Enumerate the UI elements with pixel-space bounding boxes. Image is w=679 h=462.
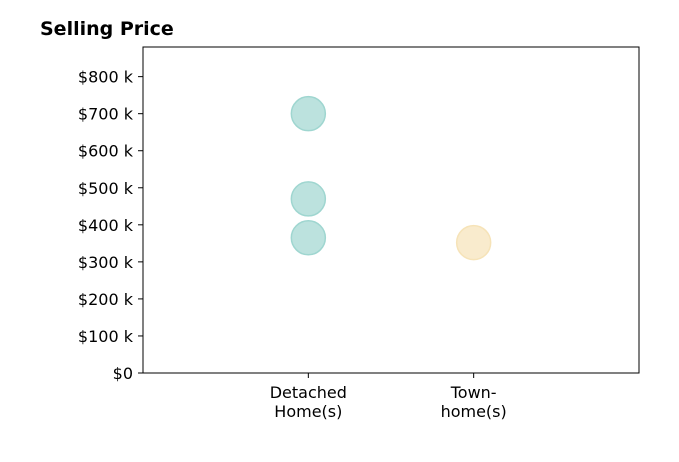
y-tick-label: $800 k — [78, 68, 134, 87]
y-tick-label: $0 — [113, 364, 133, 383]
chart-title: Selling Price — [40, 18, 174, 40]
y-tick-label: $500 k — [78, 179, 134, 198]
data-point — [290, 181, 327, 217]
data-point — [290, 220, 327, 256]
data-point — [290, 95, 327, 132]
y-tick-label: $200 k — [78, 290, 134, 309]
x-tick-label: Town-home(s) — [441, 383, 507, 421]
y-tick-label: $300 k — [78, 253, 134, 272]
y-tick-label: $700 k — [78, 105, 134, 124]
y-tick-label: $400 k — [78, 216, 134, 235]
x-tick-label: Detached Home(s) — [270, 383, 347, 421]
plot-frame — [142, 46, 640, 374]
data-point — [455, 224, 492, 261]
y-tick-label: $100 k — [78, 327, 134, 346]
y-tick-label: $600 k — [78, 142, 134, 161]
plot-area: $0 $100 k $200 k $300 k $400 k $500 k $600 k $7… — [78, 46, 640, 421]
